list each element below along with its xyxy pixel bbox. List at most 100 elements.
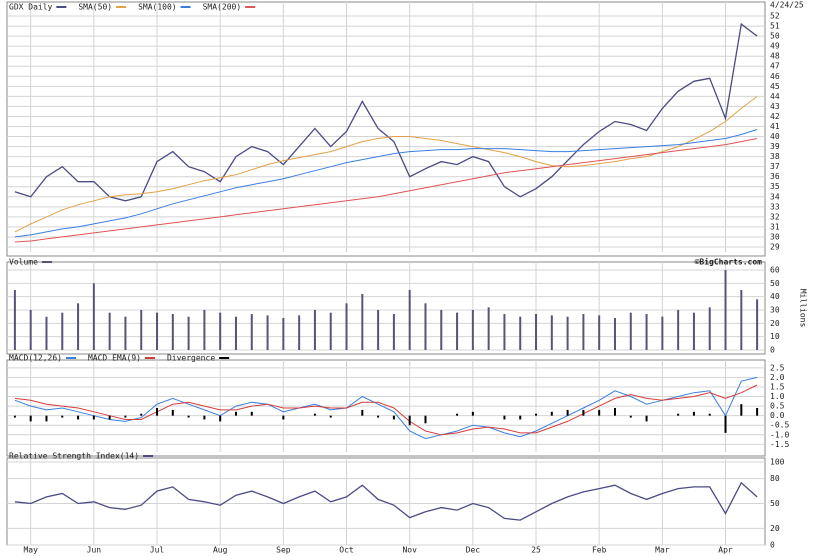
bar	[108, 415, 111, 420]
y-tick-label: 2.0	[770, 373, 785, 382]
legend-label: MACD(12,26)	[9, 354, 62, 363]
bar	[535, 413, 538, 416]
bar	[377, 415, 380, 418]
bar	[361, 294, 364, 350]
y-tick-label: 35	[770, 182, 780, 191]
bar	[313, 310, 316, 350]
x-tick-label: Aug	[213, 546, 228, 555]
bar	[282, 415, 285, 420]
bar	[13, 415, 16, 418]
legend-label: SMA(100)	[138, 3, 177, 12]
bar	[503, 314, 506, 350]
bar	[724, 270, 727, 350]
y-tick-label: -1.0	[770, 430, 789, 439]
bar	[377, 310, 380, 350]
bar	[361, 409, 364, 416]
y-tick-label: 2.5	[770, 363, 785, 372]
x-tick-label: 25	[531, 546, 541, 555]
y-tick-label: 50	[770, 279, 780, 288]
y-tick-label: 0	[770, 346, 775, 355]
y-tick-label: 0.5	[770, 402, 785, 411]
bar	[140, 310, 143, 350]
y-tick-label: 42	[770, 112, 780, 121]
bar	[266, 315, 269, 350]
bar	[582, 409, 585, 416]
legend-label: SMA(200)	[203, 3, 242, 12]
bar	[613, 408, 616, 416]
series-line	[14, 481, 758, 521]
legend-label: Volume	[9, 258, 38, 267]
x-tick-label: Nov	[402, 546, 417, 555]
y-tick-label: 36	[770, 172, 780, 181]
bar	[424, 415, 427, 424]
y-tick-label: 50	[770, 499, 780, 508]
bar	[598, 409, 601, 416]
bar	[203, 415, 206, 420]
bar	[471, 411, 474, 416]
y-tick-label: 30	[770, 306, 780, 315]
bar	[724, 415, 727, 433]
bar	[171, 409, 174, 416]
bar	[250, 314, 253, 350]
x-tick-label: Sep	[276, 546, 291, 555]
y-tick-label: 38	[770, 152, 780, 161]
x-tick-label: Jun	[87, 546, 102, 555]
bar	[108, 312, 111, 350]
legend-label: Relative Strength Index(14)	[9, 452, 139, 461]
bar	[645, 314, 648, 350]
y-tick-label: 49	[770, 42, 780, 51]
bar	[519, 415, 522, 420]
bar	[345, 303, 348, 350]
bar	[740, 290, 743, 350]
bar	[61, 415, 64, 418]
bar	[171, 314, 174, 350]
bar	[250, 411, 253, 416]
bar	[77, 415, 80, 420]
panel-frame	[6, 359, 766, 457]
y-axis-label: Millions	[799, 289, 808, 328]
bar	[756, 299, 759, 350]
bar	[424, 303, 427, 350]
bar	[456, 413, 459, 416]
y-tick-label: 39	[770, 142, 780, 151]
date-label: 4/24/25	[770, 1, 804, 10]
y-tick-label: 20	[770, 524, 780, 533]
bar	[566, 409, 569, 416]
x-tick-label: May	[23, 546, 38, 555]
bar	[156, 408, 159, 416]
bar	[77, 303, 80, 350]
y-tick-label: 100	[770, 458, 785, 467]
bar	[392, 314, 395, 350]
bar	[61, 312, 64, 350]
bar	[234, 316, 237, 350]
bar	[550, 315, 553, 350]
series-line	[14, 138, 758, 243]
y-tick-label: 1.5	[770, 382, 785, 391]
bar	[187, 316, 190, 350]
y-tick-label: 20	[770, 319, 780, 328]
bar	[503, 415, 506, 420]
bar	[613, 318, 616, 350]
bar	[519, 316, 522, 350]
y-tick-label: 29	[770, 242, 780, 251]
y-tick-label: 37	[770, 162, 780, 171]
bar	[456, 312, 459, 350]
bar	[45, 316, 48, 350]
bar	[92, 415, 95, 420]
bar	[392, 415, 395, 420]
y-tick-label: 1.0	[770, 392, 785, 401]
bar	[156, 312, 159, 350]
y-tick-label: 60	[770, 266, 780, 275]
y-tick-label: 34	[770, 192, 780, 201]
bar	[234, 411, 237, 416]
y-tick-label: 47	[770, 62, 780, 71]
y-tick-label: 45	[770, 82, 780, 91]
y-tick-label: 30	[770, 232, 780, 241]
bar	[692, 411, 695, 416]
y-tick-label: 10	[770, 332, 780, 341]
legend-label: SMA(50)	[78, 3, 112, 12]
bar	[29, 415, 32, 422]
x-tick-label: Jul	[150, 546, 165, 555]
